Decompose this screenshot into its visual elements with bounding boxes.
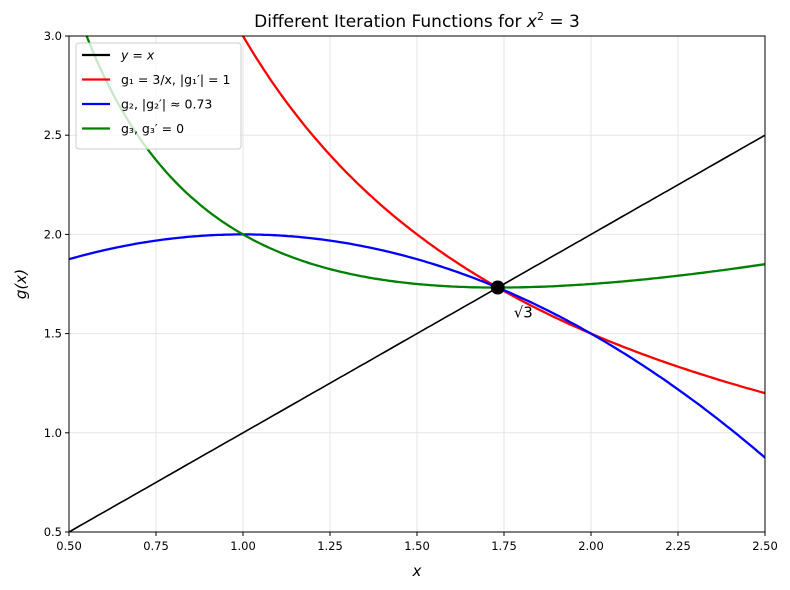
x-tick-label: 1.25 [317, 539, 343, 553]
x-tick-label: 2.00 [578, 539, 604, 553]
fixed-point-marker [490, 280, 505, 295]
x-tick-label: 0.75 [143, 539, 169, 553]
y-tick-label: 1.0 [44, 426, 62, 440]
x-tick-label: 2.25 [665, 539, 691, 553]
series-line [241, 36, 765, 395]
x-tick-label: 0.50 [56, 539, 82, 553]
series-line [69, 134, 765, 532]
plot-lines [69, 36, 765, 532]
y-tick-label: 0.5 [44, 525, 62, 539]
y-tick-label: 2.0 [44, 227, 62, 241]
legend-item: g₁ = 3/x, |g₁′| = 1 [121, 72, 230, 87]
fixed-point-label: √3 [514, 304, 533, 322]
x-tick-label: 2.50 [752, 539, 778, 553]
legend-item: y = x [120, 48, 155, 63]
axis-ticks: 0.50 0.75 1.00 1.25 1.50 1.75 2.00 2.25 2.50 0.5 1… [44, 29, 778, 553]
x-tick-label: 1.75 [491, 539, 517, 553]
legend-item: g₂, |g₂′| ≈ 0.73 [121, 97, 212, 112]
x-tick-label: 1.00 [230, 539, 256, 553]
x-axis-label: x [412, 562, 422, 580]
y-tick-label: 3.0 [44, 29, 62, 43]
y-axis-label: g(x) [12, 269, 30, 299]
y-tick-label: 1.5 [44, 327, 62, 341]
series-line [85, 36, 765, 289]
series-line [69, 233, 765, 459]
x-tick-label: 1.50 [404, 539, 430, 553]
chart-title: Different Iteration Functions for x2 = 3 [254, 10, 580, 32]
legend: y = x g₁ = 3/x, |g₁′| = 1 g₂, |g₂′| ≈ 0.73… [75, 42, 242, 150]
legend-item: g₃, g₃′ = 0 [121, 121, 184, 136]
y-tick-label: 2.5 [44, 128, 62, 142]
